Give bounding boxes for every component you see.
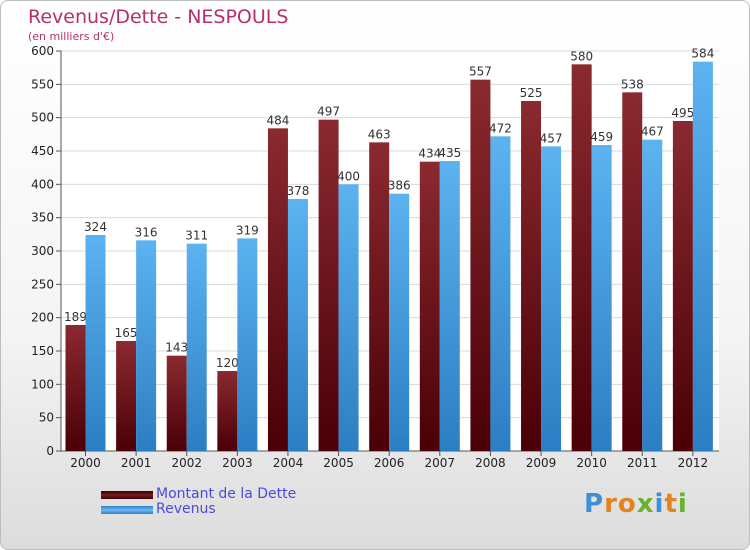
x-tick-label: 2005 xyxy=(323,456,354,470)
bar-dette xyxy=(267,128,288,451)
bar-dette xyxy=(622,92,643,451)
data-label-revenus: 472 xyxy=(489,121,512,135)
data-label-revenus: 435 xyxy=(438,146,461,160)
bar-revenus xyxy=(541,146,562,452)
bar-dette xyxy=(521,101,542,451)
y-tick-label: 550 xyxy=(31,77,54,91)
data-label-dette: 484 xyxy=(267,113,290,127)
data-label-dette: 189 xyxy=(64,310,87,324)
x-tick-label: 2002 xyxy=(171,456,202,470)
bar-dette xyxy=(571,64,592,452)
chart-subtitle: (en milliers d'€) xyxy=(28,30,115,43)
x-tick-label: 2006 xyxy=(374,456,405,470)
x-tick-label: 2010 xyxy=(576,456,607,470)
data-label-revenus: 378 xyxy=(287,184,310,198)
logo-letter: i xyxy=(654,489,665,519)
data-label-revenus: 400 xyxy=(337,169,360,183)
legend-swatch-revenus xyxy=(101,506,153,514)
data-label-dette: 580 xyxy=(570,49,593,63)
x-tick-label: 2004 xyxy=(273,456,304,470)
bar-revenus xyxy=(237,238,258,451)
bar-dette xyxy=(65,325,86,451)
bar-dette xyxy=(419,161,440,451)
y-tick-label: 350 xyxy=(31,211,54,225)
bar-revenus xyxy=(490,136,511,452)
x-tick-label: 2011 xyxy=(627,456,658,470)
data-label-dette: 165 xyxy=(115,326,138,340)
data-label-dette: 434 xyxy=(418,147,441,161)
y-tick-label: 50 xyxy=(39,411,54,425)
legend-label-dette: Montant de la Dette xyxy=(156,486,297,502)
data-label-revenus: 457 xyxy=(540,131,563,145)
bar-revenus xyxy=(591,145,612,451)
data-label-dette: 143 xyxy=(165,341,188,355)
proxiti-logo: Proxiti xyxy=(584,489,688,519)
x-tick-label: 2003 xyxy=(222,456,253,470)
data-label-dette: 495 xyxy=(671,106,694,120)
y-tick-label: 250 xyxy=(31,277,54,291)
logo-letter: x xyxy=(636,489,655,519)
y-tick-label: 200 xyxy=(31,311,54,325)
bar-revenus xyxy=(338,184,359,452)
y-tick-label: 600 xyxy=(31,44,54,58)
bar-dette xyxy=(116,341,137,451)
y-tick-label: 300 xyxy=(31,244,54,258)
data-label-dette: 525 xyxy=(520,86,543,100)
data-label-revenus: 316 xyxy=(135,225,158,239)
legend-swatch-dette xyxy=(101,491,153,499)
data-label-dette: 497 xyxy=(317,105,340,119)
x-tick-label: 2012 xyxy=(678,456,709,470)
legend-label-revenus: Revenus xyxy=(156,501,216,517)
data-label-dette: 463 xyxy=(368,127,391,141)
bar-dette xyxy=(369,142,390,452)
y-tick-label: 100 xyxy=(31,377,54,391)
bar-revenus xyxy=(439,161,460,451)
x-tick-label: 2001 xyxy=(121,456,152,470)
x-tick-label: 2007 xyxy=(425,456,456,470)
bar-dette xyxy=(318,119,339,452)
logo-letter: t xyxy=(664,489,678,519)
y-tick-label: 450 xyxy=(31,144,54,158)
bar-revenus xyxy=(85,235,106,451)
logo-letter: P xyxy=(584,489,605,519)
bar-dette xyxy=(217,371,238,451)
chart-title: Revenus/Dette - NESPOULS xyxy=(28,6,289,28)
logo-letter: r xyxy=(604,489,618,519)
data-label-revenus: 459 xyxy=(590,130,613,144)
bar-revenus xyxy=(389,193,410,451)
y-tick-label: 150 xyxy=(31,344,54,358)
bar-revenus xyxy=(642,139,663,451)
data-label-revenus: 467 xyxy=(641,125,664,139)
x-tick-label: 2000 xyxy=(70,456,101,470)
bar-revenus xyxy=(287,199,308,451)
data-label-revenus: 584 xyxy=(691,47,714,61)
y-tick-label: 0 xyxy=(46,444,54,458)
x-tick-label: 2008 xyxy=(475,456,506,470)
bar-revenus xyxy=(186,243,207,451)
bar-revenus xyxy=(136,240,157,451)
y-tick-label: 500 xyxy=(31,111,54,125)
data-label-dette: 538 xyxy=(621,77,644,91)
logo-letter: i xyxy=(677,489,688,519)
bar-dette xyxy=(470,79,491,452)
data-label-revenus: 386 xyxy=(388,179,411,193)
logo-letter: o xyxy=(617,489,637,519)
x-tick-label: 2009 xyxy=(526,456,557,470)
data-label-revenus: 324 xyxy=(84,220,107,234)
bar-revenus xyxy=(692,61,713,452)
data-label-revenus: 311 xyxy=(185,229,208,243)
y-tick-label: 400 xyxy=(31,177,54,191)
bar-dette xyxy=(672,121,693,451)
data-label-dette: 120 xyxy=(216,356,239,370)
data-label-revenus: 319 xyxy=(236,223,259,237)
bar-dette xyxy=(166,355,187,451)
data-label-dette: 557 xyxy=(469,65,492,79)
